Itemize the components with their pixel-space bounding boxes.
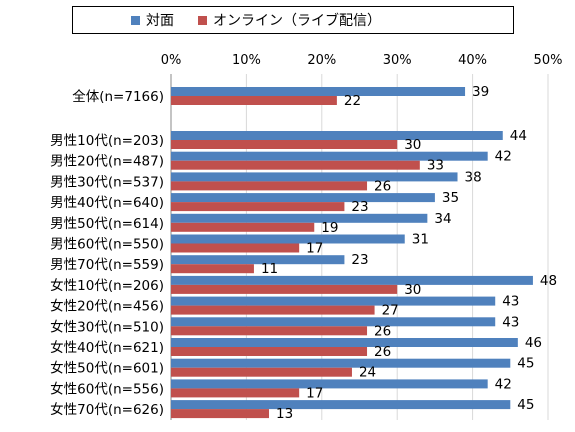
bar-online <box>171 96 337 105</box>
x-tick-label: 10% <box>232 53 261 68</box>
bar-in-person <box>171 296 496 306</box>
data-label-in-person: 45 <box>517 356 534 372</box>
x-tick-label: 30% <box>383 53 412 68</box>
data-label-online: 13 <box>276 406 293 422</box>
bar-in-person <box>171 234 405 244</box>
legend-swatch-in-person <box>131 15 140 25</box>
data-label-online: 23 <box>351 199 368 215</box>
category-label: 男性60代(n=550) <box>50 237 164 253</box>
x-tick-label: 40% <box>458 53 487 68</box>
bar-online <box>171 243 300 253</box>
data-label-in-person: 42 <box>495 149 512 165</box>
data-label-online: 26 <box>374 344 391 360</box>
legend-item-online: オンライン（ライブ配信） <box>198 10 381 30</box>
bar-in-person <box>171 358 511 368</box>
bar-online <box>171 160 420 170</box>
bar-in-person <box>171 255 345 265</box>
category-label: 男性30代(n=537) <box>50 174 164 190</box>
bar-online <box>171 140 398 149</box>
data-label-online: 30 <box>404 282 421 298</box>
category-label: 女性70代(n=626) <box>50 401 164 418</box>
data-label-in-person: 34 <box>434 211 451 227</box>
data-label-online: 26 <box>374 178 391 194</box>
category-label: 女性50代(n=601) <box>50 360 164 377</box>
bar-in-person <box>171 317 496 327</box>
bar-online <box>171 222 315 232</box>
data-label-in-person: 48 <box>540 273 557 289</box>
bar-in-person <box>171 172 458 182</box>
bar-online <box>171 409 270 419</box>
data-label-in-person: 39 <box>472 84 489 100</box>
data-label-in-person: 44 <box>510 128 527 144</box>
bar-in-person <box>171 87 466 96</box>
data-label-in-person: 23 <box>351 252 368 268</box>
bar-in-person <box>171 193 435 203</box>
legend-swatch-online <box>198 15 207 25</box>
x-tick-label: 0% <box>161 53 182 68</box>
bar-in-person <box>171 275 533 285</box>
data-label-online: 19 <box>321 220 338 236</box>
data-label-in-person: 38 <box>465 169 482 185</box>
bar-online <box>171 264 254 274</box>
legend-label-in-person: 対面 <box>146 13 174 29</box>
category-label: 女性60代(n=556) <box>50 380 164 397</box>
legend-label-online: オンライン（ライブ配信） <box>213 13 381 29</box>
bar-in-person <box>171 338 518 347</box>
data-label-in-person: 43 <box>502 294 519 310</box>
bar-online <box>171 305 375 315</box>
bar-in-person <box>171 151 488 161</box>
bar-online <box>171 181 368 191</box>
data-label-online: 17 <box>306 241 323 257</box>
data-label-online: 30 <box>404 137 421 153</box>
bar-online <box>171 367 352 377</box>
data-label-online: 33 <box>427 158 444 174</box>
data-label-online: 27 <box>382 303 399 319</box>
x-tick-label: 50% <box>534 53 563 68</box>
data-label-online: 22 <box>344 93 361 109</box>
data-label-online: 11 <box>261 261 278 277</box>
bar-in-person <box>171 400 511 410</box>
data-label-online: 26 <box>374 323 391 339</box>
bar-in-person <box>171 131 503 140</box>
data-label-in-person: 42 <box>495 376 512 392</box>
bar-in-person <box>171 213 428 223</box>
x-tick-label: 20% <box>307 53 336 68</box>
data-label-in-person: 43 <box>502 314 519 330</box>
category-label: 全体(n=7166) <box>72 88 164 105</box>
bar-online <box>171 326 368 336</box>
bar-online <box>171 202 345 212</box>
bar-online <box>171 347 368 356</box>
legend-item-in-person: 対面 <box>131 10 174 30</box>
data-label-online: 17 <box>306 385 323 401</box>
data-label-in-person: 46 <box>525 335 542 351</box>
category-label: 男性50代(n=614) <box>50 216 164 232</box>
data-label-in-person: 35 <box>442 190 459 206</box>
data-label-in-person: 31 <box>412 232 429 248</box>
category-label: 男性70代(n=559) <box>50 257 164 273</box>
data-label-online: 24 <box>359 365 376 381</box>
legend: 対面 オンライン（ライブ配信） <box>72 6 514 34</box>
category-label: 男性10代(n=203) <box>50 133 164 149</box>
bar-in-person <box>171 379 488 389</box>
bar-online <box>171 388 300 398</box>
category-label: 女性20代(n=456) <box>50 298 164 315</box>
category-label: 女性30代(n=510) <box>50 318 164 335</box>
category-label: 女性10代(n=206) <box>50 277 164 294</box>
category-label: 男性40代(n=640) <box>50 195 164 211</box>
category-label: 女性40代(n=621) <box>50 339 164 356</box>
data-label-in-person: 45 <box>517 397 534 413</box>
category-label: 男性20代(n=487) <box>50 154 164 170</box>
bar-online <box>171 284 398 294</box>
